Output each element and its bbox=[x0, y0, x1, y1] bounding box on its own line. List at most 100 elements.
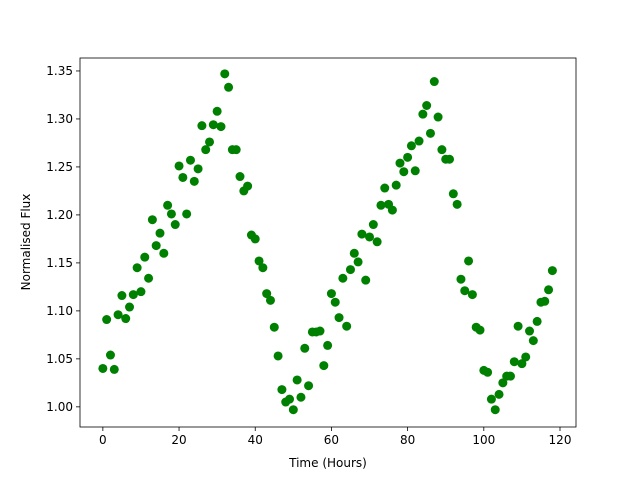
point bbox=[380, 183, 390, 193]
point bbox=[528, 336, 538, 346]
point bbox=[243, 181, 253, 191]
point bbox=[102, 315, 112, 325]
point bbox=[128, 290, 138, 300]
x-tick-label: 20 bbox=[171, 433, 186, 447]
point bbox=[494, 389, 504, 399]
point bbox=[460, 286, 470, 296]
point bbox=[422, 101, 432, 111]
point bbox=[475, 325, 485, 335]
point bbox=[121, 314, 131, 324]
point bbox=[113, 310, 123, 320]
point bbox=[155, 228, 165, 238]
point bbox=[273, 351, 283, 361]
y-tick-label: 1.20 bbox=[46, 208, 73, 222]
point bbox=[151, 241, 161, 251]
point bbox=[425, 128, 435, 138]
point bbox=[406, 141, 416, 151]
point bbox=[399, 167, 409, 177]
point bbox=[197, 121, 207, 131]
point bbox=[467, 290, 477, 300]
point bbox=[532, 316, 542, 326]
point bbox=[216, 122, 226, 132]
point bbox=[269, 322, 279, 332]
point bbox=[277, 385, 287, 395]
point bbox=[505, 371, 515, 381]
point bbox=[182, 209, 192, 219]
point bbox=[201, 145, 211, 155]
point bbox=[521, 352, 531, 362]
point bbox=[372, 237, 382, 247]
point bbox=[330, 297, 340, 307]
plot-frame bbox=[79, 57, 577, 428]
point bbox=[224, 82, 234, 92]
x-axis-label: Time (Hours) bbox=[288, 456, 367, 470]
point bbox=[547, 266, 557, 276]
point bbox=[345, 265, 355, 275]
point bbox=[189, 176, 199, 186]
point bbox=[159, 248, 169, 258]
point bbox=[387, 205, 397, 215]
point bbox=[315, 326, 325, 336]
point bbox=[140, 252, 150, 262]
point bbox=[288, 405, 298, 415]
point bbox=[452, 199, 462, 209]
point bbox=[448, 189, 458, 199]
point bbox=[433, 112, 443, 122]
x-tick-label: 60 bbox=[324, 433, 339, 447]
point bbox=[376, 200, 386, 210]
point bbox=[205, 137, 215, 147]
y-axis-label: Normalised Flux bbox=[19, 194, 33, 291]
point bbox=[342, 321, 352, 331]
point bbox=[117, 291, 127, 301]
point bbox=[220, 69, 230, 79]
point bbox=[429, 77, 439, 87]
point bbox=[498, 378, 508, 388]
x-tick-label: 40 bbox=[248, 433, 263, 447]
y-tick-label: 1.25 bbox=[46, 160, 73, 174]
point bbox=[304, 381, 314, 391]
point bbox=[170, 220, 180, 230]
point bbox=[109, 364, 119, 374]
point bbox=[414, 136, 424, 146]
point bbox=[185, 155, 195, 165]
point bbox=[418, 109, 428, 119]
point bbox=[338, 273, 348, 283]
y-tick-label: 1.05 bbox=[46, 352, 73, 366]
point bbox=[525, 326, 535, 336]
point bbox=[296, 392, 306, 402]
point bbox=[437, 145, 447, 155]
point bbox=[391, 180, 401, 190]
point bbox=[445, 154, 455, 164]
point bbox=[334, 313, 344, 323]
y-tick-label: 1.30 bbox=[46, 112, 73, 126]
point bbox=[513, 321, 523, 331]
point bbox=[365, 232, 375, 242]
point bbox=[517, 359, 527, 369]
point bbox=[544, 285, 554, 295]
y-tick-label: 1.15 bbox=[46, 256, 73, 270]
x-tick-label: 80 bbox=[400, 433, 415, 447]
point bbox=[410, 166, 420, 176]
y-tick-label: 1.00 bbox=[46, 400, 73, 414]
x-tick-label: 0 bbox=[99, 433, 107, 447]
point bbox=[357, 229, 367, 239]
point bbox=[456, 274, 466, 284]
point bbox=[368, 220, 378, 230]
point bbox=[231, 145, 241, 155]
point bbox=[136, 287, 146, 297]
point bbox=[323, 340, 333, 350]
point bbox=[254, 256, 264, 266]
point bbox=[395, 158, 405, 168]
point bbox=[292, 375, 302, 385]
y-tick-label: 1.35 bbox=[46, 64, 73, 78]
point bbox=[208, 120, 218, 130]
point bbox=[509, 357, 519, 367]
point bbox=[353, 257, 363, 267]
point bbox=[262, 289, 272, 299]
point bbox=[319, 361, 329, 371]
point bbox=[490, 405, 500, 415]
point bbox=[361, 275, 371, 285]
point bbox=[265, 295, 275, 305]
